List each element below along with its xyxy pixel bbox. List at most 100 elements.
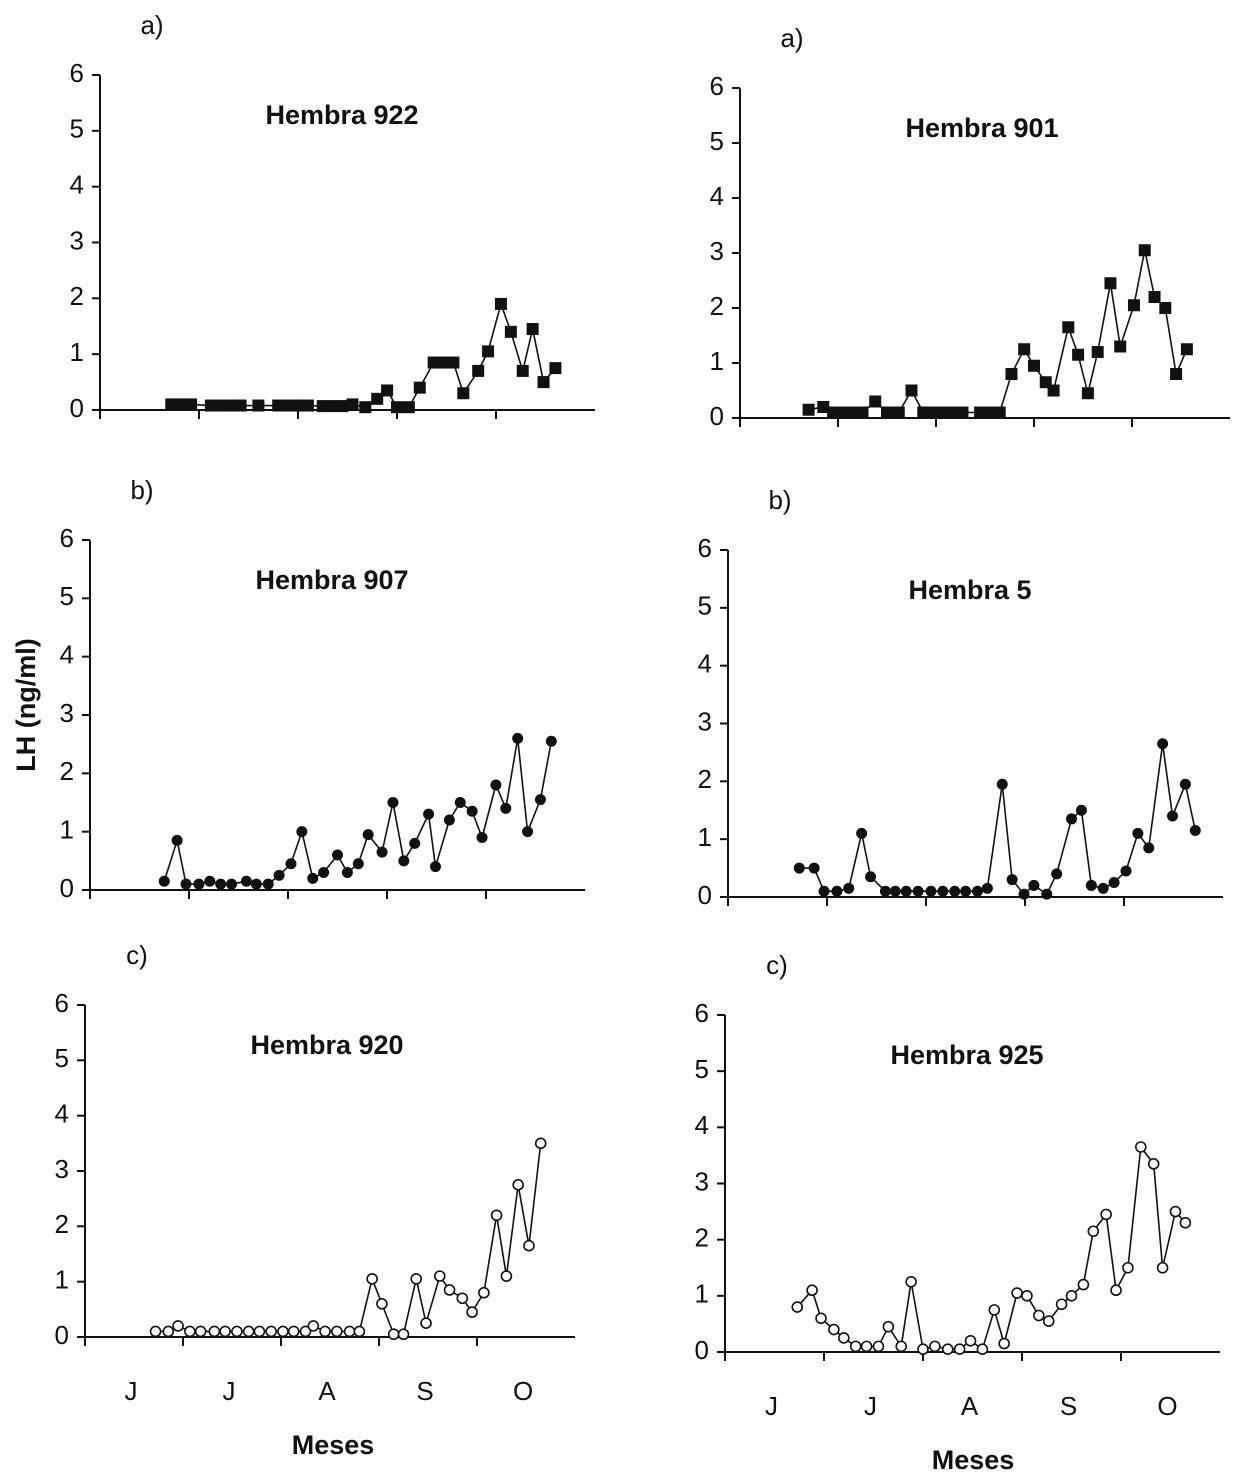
data-point — [262, 878, 274, 890]
panel-label: c) — [126, 940, 148, 970]
data-point — [253, 1325, 266, 1338]
data-point — [352, 858, 364, 870]
month-label: A — [961, 1391, 979, 1421]
y-tick-label: 3 — [695, 1166, 709, 1196]
data-point — [802, 403, 815, 416]
data-point — [1085, 879, 1097, 891]
data-point — [818, 885, 830, 897]
data-point — [214, 399, 227, 412]
data-point — [837, 1332, 850, 1344]
data-point — [1127, 299, 1140, 312]
data-point — [1087, 1225, 1100, 1238]
data-point — [326, 400, 339, 413]
data-point — [397, 1328, 410, 1341]
y-tick-label: 2 — [60, 756, 74, 786]
data-point — [387, 1328, 400, 1341]
data-point — [402, 401, 415, 414]
data-point — [307, 1320, 320, 1332]
data-point — [1097, 882, 1109, 894]
y-tick-label: 0 — [710, 401, 724, 431]
data-point — [466, 805, 478, 817]
y-tick-label: 3 — [70, 225, 84, 255]
y-tick-label: 4 — [710, 181, 724, 211]
data-line — [171, 301, 557, 409]
data-point — [895, 1340, 908, 1353]
data-point — [927, 406, 940, 419]
data-point — [1011, 1287, 1023, 1299]
data-point — [1104, 277, 1117, 290]
data-point — [1081, 387, 1094, 400]
data-point — [1028, 879, 1040, 891]
data-point — [808, 862, 820, 874]
data-point — [1114, 340, 1127, 353]
y-tick-label: 4 — [698, 649, 712, 679]
data-point — [307, 872, 319, 884]
data-point — [1169, 1205, 1182, 1218]
data-point — [882, 1320, 895, 1333]
y-tick-label: 3 — [55, 1154, 69, 1184]
data-point — [976, 1343, 989, 1355]
month-label: A — [318, 1376, 336, 1406]
data-point — [478, 1286, 490, 1299]
data-point — [319, 1325, 331, 1338]
data-point — [1033, 1309, 1045, 1322]
data-point — [872, 1340, 885, 1353]
data-point — [998, 1337, 1010, 1350]
data-point — [881, 406, 893, 419]
data-point — [534, 1137, 547, 1150]
data-point — [523, 1239, 535, 1252]
data-point — [964, 1334, 977, 1347]
y-tick-label: 2 — [55, 1209, 69, 1239]
data-point — [1170, 368, 1183, 380]
data-point — [172, 1320, 184, 1332]
data-point — [398, 855, 410, 867]
data-point — [273, 869, 285, 881]
data-point — [158, 875, 170, 887]
data-point — [905, 384, 918, 397]
data-point — [817, 401, 830, 413]
data-point — [204, 399, 217, 412]
data-point — [272, 399, 285, 412]
data-point — [869, 395, 882, 408]
x-axis-label: Meses — [292, 1430, 375, 1460]
data-point — [956, 406, 969, 419]
month-label: O — [513, 1376, 533, 1406]
month-label: S — [416, 1376, 433, 1406]
data-point — [946, 406, 959, 419]
data-point — [865, 871, 877, 883]
data-point — [856, 827, 868, 839]
data-point — [905, 1275, 917, 1288]
data-line — [796, 1144, 1186, 1351]
y-tick-label: 0 — [695, 1335, 709, 1365]
data-point — [1028, 359, 1040, 372]
data-point — [941, 1343, 954, 1355]
data-point — [234, 399, 247, 412]
data-point — [827, 406, 840, 419]
data-point — [391, 401, 403, 414]
month-label: O — [1157, 1391, 1177, 1421]
data-point — [371, 392, 384, 405]
data-point — [208, 1325, 221, 1338]
month-label: J — [125, 1376, 138, 1406]
data-point — [504, 325, 517, 338]
data-point — [331, 1325, 343, 1338]
data-point — [981, 882, 993, 894]
data-point — [1156, 1261, 1169, 1274]
data-point — [1055, 1298, 1068, 1311]
data-point — [287, 1325, 300, 1338]
x-axis-label: Meses — [932, 1445, 1015, 1475]
data-point — [534, 794, 546, 806]
data-point — [219, 1325, 231, 1338]
data-point — [231, 1325, 243, 1338]
data-point — [1189, 824, 1201, 836]
chart-title: Hembra 925 — [890, 1040, 1043, 1070]
y-tick-label: 1 — [710, 346, 724, 376]
data-point — [545, 735, 557, 747]
y-axis-label: LH (ng/ml) — [11, 638, 41, 771]
y-tick-label: 0 — [55, 1320, 69, 1350]
data-point — [1018, 343, 1031, 356]
data-point — [1021, 1290, 1033, 1302]
data-point — [175, 398, 188, 411]
y-tick-label: 4 — [70, 170, 84, 200]
y-tick-label: 6 — [710, 71, 724, 101]
